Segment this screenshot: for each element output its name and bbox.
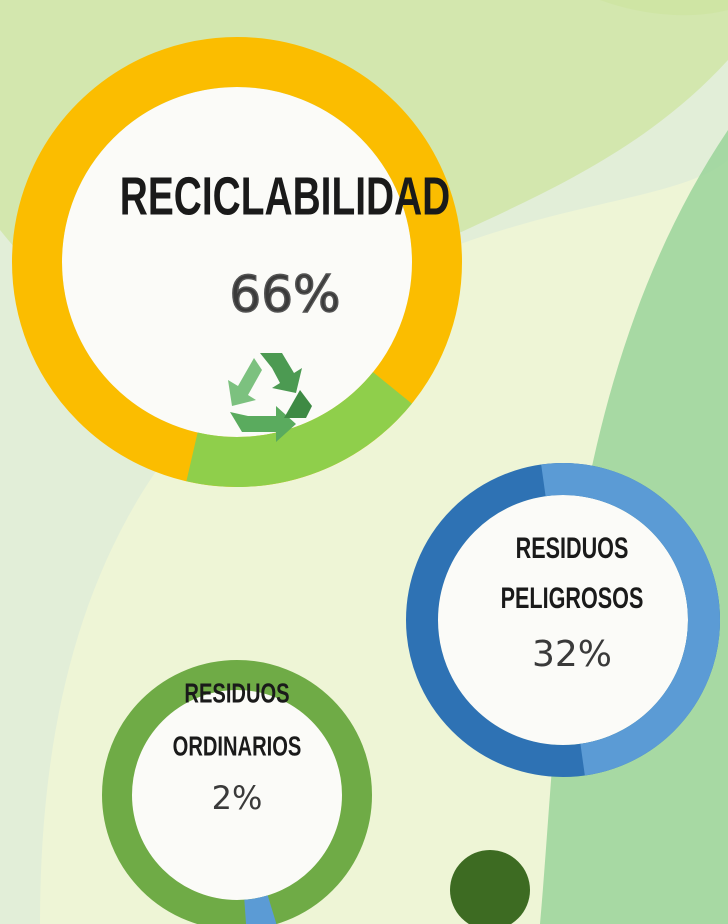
ring — [102, 660, 372, 924]
labels: RECICLABILIDAD 66% RESIDUOS PELIGROSOS 32% RE… — [120, 165, 644, 817]
title: RESIDUOS — [516, 530, 629, 564]
ring-segment — [541, 463, 720, 776]
title-group: ORDINARIOS — [173, 731, 302, 762]
ring-inner — [62, 87, 412, 437]
recycle-icon — [228, 353, 312, 442]
title: PELIGROSOS — [501, 580, 644, 614]
title-group: RECICLABILIDAD — [120, 165, 450, 226]
title: ORDINARIOS — [173, 731, 302, 762]
title-group: RESIDUOS — [184, 678, 289, 709]
title: RESIDUOS — [184, 678, 289, 709]
percentage: 66% — [229, 266, 340, 324]
background-shape — [600, 0, 728, 16]
percentage: 2% — [212, 779, 263, 817]
title: RECICLABILIDAD — [120, 165, 450, 226]
ring-segment — [186, 371, 412, 487]
title-group: RESIDUOS — [516, 530, 629, 564]
ring-inner — [438, 495, 688, 745]
title-group: PELIGROSOS — [501, 580, 644, 614]
percentage: 32% — [532, 634, 612, 675]
ring-inner — [132, 690, 342, 900]
rings — [12, 37, 720, 924]
ring-segment — [243, 895, 277, 924]
decor-circle — [450, 850, 530, 924]
